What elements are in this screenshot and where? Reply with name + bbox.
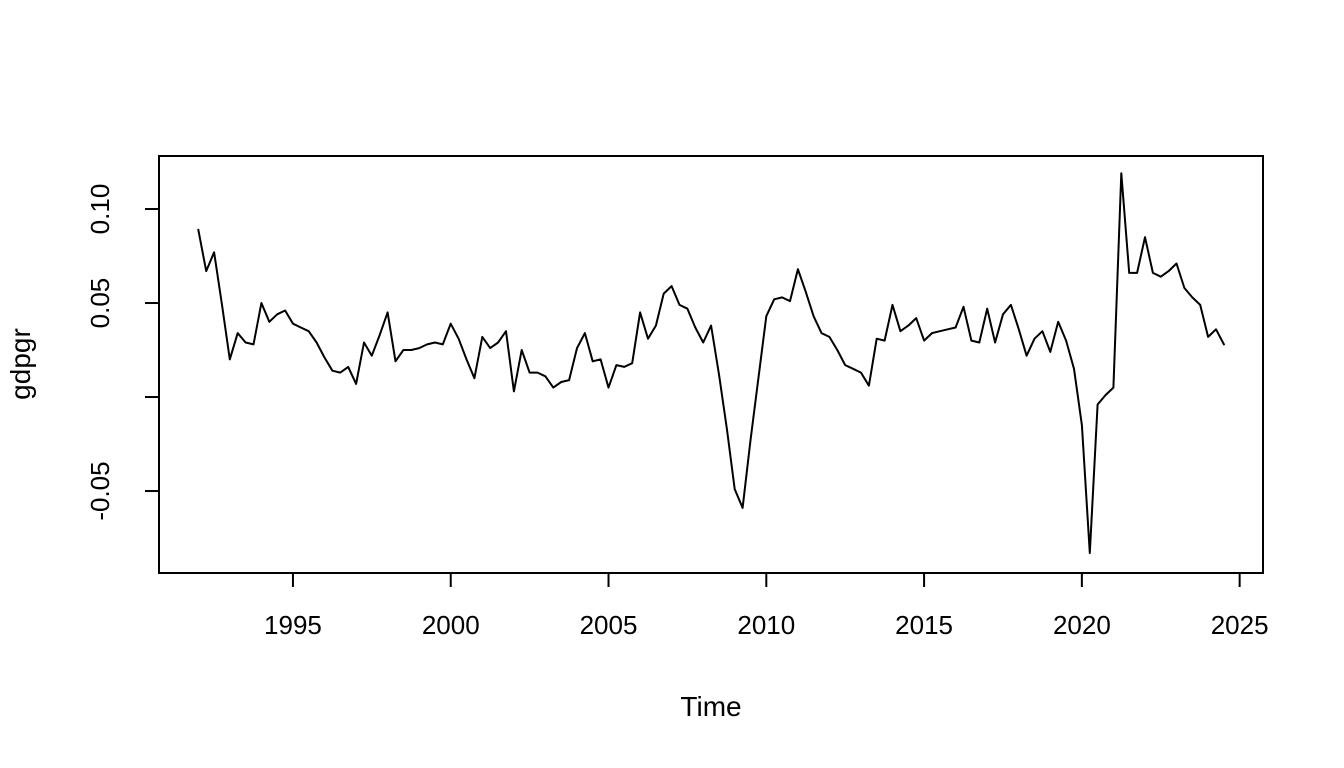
y-axis: 0.10 0.05 -0.05 bbox=[85, 184, 159, 521]
y-tick-label: 0.05 bbox=[85, 278, 115, 329]
data-series bbox=[197, 172, 1225, 555]
x-tick-label: 2010 bbox=[737, 610, 795, 640]
y-tick-label: 0.10 bbox=[85, 184, 115, 235]
x-tick-label: 2000 bbox=[422, 610, 480, 640]
y-axis-title: gdpgr bbox=[5, 328, 36, 400]
x-tick-label: 2005 bbox=[580, 610, 638, 640]
x-axis: 1995 2000 2005 2010 2015 2020 2025 bbox=[264, 573, 1269, 640]
x-tick-label: 2015 bbox=[895, 610, 953, 640]
y-tick-label: -0.05 bbox=[85, 461, 115, 520]
x-tick-label: 1995 bbox=[264, 610, 322, 640]
gdp-growth-line bbox=[197, 172, 1225, 555]
plot-frame bbox=[158, 155, 1264, 574]
x-tick-label: 2025 bbox=[1211, 610, 1269, 640]
x-tick-label: 2020 bbox=[1053, 610, 1111, 640]
x-axis-title: Time bbox=[680, 691, 741, 722]
